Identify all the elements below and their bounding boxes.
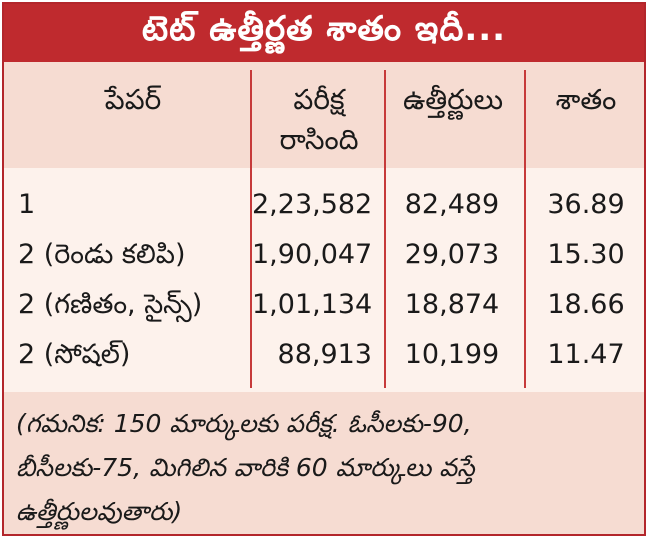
cell-percent: 15.30 [547, 239, 625, 270]
note-line: (గమనిక: 150 మార్కులకు పరీక్ష. ఓసీలకు-90, [16, 409, 472, 438]
table-row: 2 (రెండు కలిపి) 1,90,047 29,073 15.30 [4, 230, 644, 280]
note-line: బీసీలకు-75, మిగిలిన వారికి 60 మార్కులు వ… [16, 453, 475, 482]
cell-paper: 1 [18, 189, 36, 220]
table-body: 1 2,23,582 82,489 36.89 2 (రెండు కలిపి) … [4, 168, 644, 392]
header-written-line1: పరీక్ష [293, 83, 345, 116]
table-row: 2 (గణితం, సైన్స్) 1,01,134 18,874 18.66 [4, 280, 644, 330]
stats-table: పేపర్ పరీక్ష రాసింది ఉత్తీర్ణులు శాతం 1 … [4, 62, 644, 392]
cell-percent: 36.89 [547, 189, 625, 220]
table-row: 2 (సోషల్) 88,913 10,199 11.47 [4, 330, 644, 380]
header-written-line2: రాసింది [279, 123, 359, 156]
header-percent: శాతం [555, 83, 617, 116]
title-bar: టెట్ ఉత్తీర్ణత శాతం ఇదీ... [4, 4, 644, 62]
cell-passed: 10,199 [404, 339, 500, 370]
cell-paper: 2 (సోషల్) [18, 339, 131, 370]
header-written: పరీక్ష రాసింది [254, 80, 384, 160]
cell-paper: 2 (రెండు కలిపి) [18, 239, 186, 270]
cell-percent: 11.47 [547, 339, 625, 370]
note-line: ఉత్తీర్ణులవుతారు) [16, 497, 183, 526]
cell-written: 1,01,134 [252, 289, 373, 320]
cell-passed: 82,489 [404, 189, 500, 220]
column-divider [250, 70, 252, 388]
cell-written: 1,90,047 [252, 239, 373, 270]
note-text: (గమనిక: 150 మార్కులకు పరీక్ష. ఓసీలకు-90,… [16, 402, 634, 534]
header-passed: ఉత్తీర్ణులు [402, 83, 504, 116]
cell-written: 88,913 [277, 339, 372, 370]
column-divider [524, 70, 526, 388]
note-section: (గమనిక: 150 మార్కులకు పరీక్ష. ఓసీలకు-90,… [4, 392, 644, 534]
cell-passed: 29,073 [404, 239, 500, 270]
cell-paper: 2 (గణితం, సైన్స్) [18, 289, 203, 320]
header-paper: పేపర్ [104, 83, 162, 116]
cell-percent: 18.66 [547, 289, 625, 320]
column-divider [384, 70, 386, 388]
infographic-card: టెట్ ఉత్తీర్ణత శాతం ఇదీ... పేపర్ పరీక్ష … [2, 2, 646, 536]
table-header: పేపర్ పరీక్ష రాసింది ఉత్తీర్ణులు శాతం [4, 62, 644, 168]
title: టెట్ ఉత్తీర్ణత శాతం ఇదీ... [141, 9, 507, 49]
table-row: 1 2,23,582 82,489 36.89 [4, 180, 644, 230]
cell-passed: 18,874 [404, 289, 500, 320]
cell-written: 2,23,582 [252, 189, 373, 220]
